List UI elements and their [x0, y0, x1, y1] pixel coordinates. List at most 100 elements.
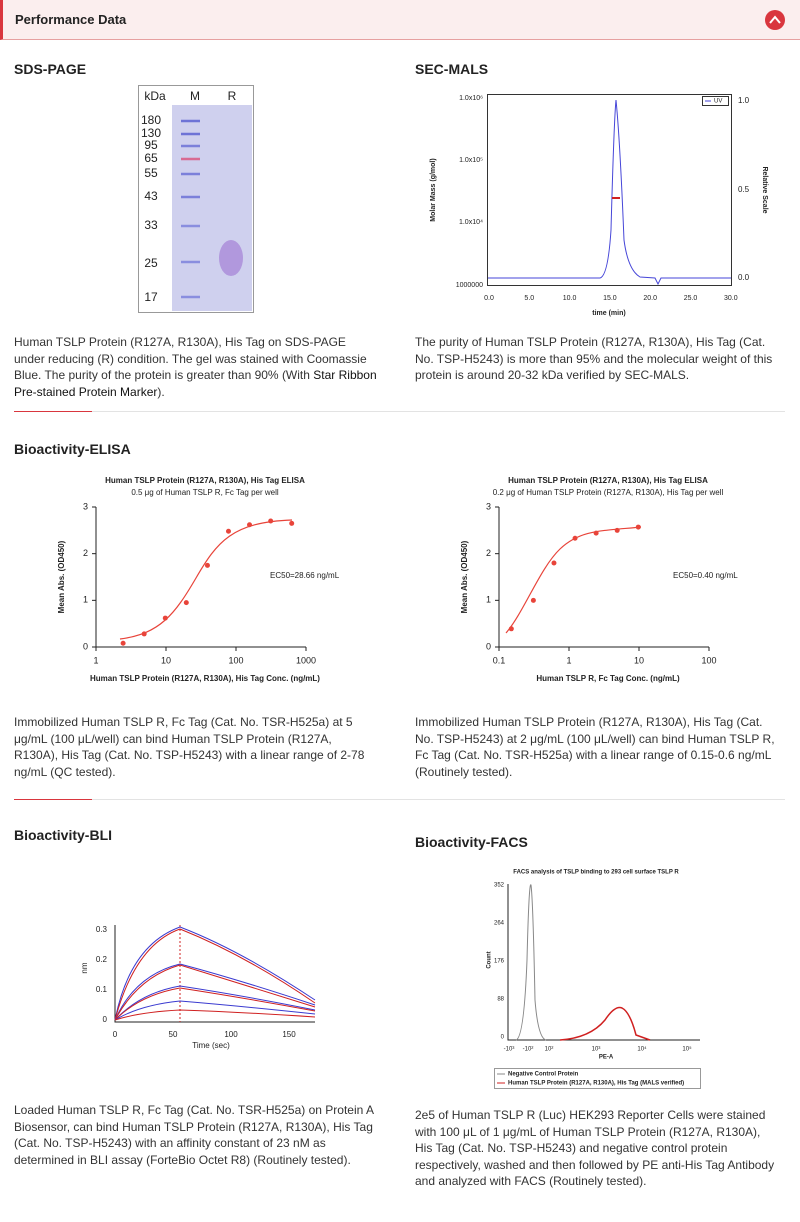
label: 88 [497, 997, 504, 1003]
label: 150 [282, 1030, 296, 1039]
axis [507, 884, 700, 1041]
label: 3 [486, 501, 491, 511]
label: 176 [494, 959, 505, 965]
label: 130 [141, 126, 161, 140]
label: 3 [83, 501, 88, 511]
label: 180 [141, 113, 161, 127]
label: 1.0x10⁶ [459, 95, 483, 102]
legend-box [494, 1068, 701, 1089]
label: 10³ [592, 1047, 601, 1053]
label: UV [714, 99, 722, 105]
caption-text: ). [157, 384, 165, 399]
histogram-sample [559, 1006, 651, 1041]
data-point [635, 524, 641, 530]
data-point [141, 631, 147, 637]
data-point [268, 518, 274, 524]
data-point [247, 522, 253, 528]
label: 10 [634, 655, 644, 665]
label: 10² [545, 1047, 554, 1053]
caption: Immobilized Human TSLP Protein (R127A, R… [415, 715, 775, 779]
label: 1 [486, 595, 491, 605]
axis [114, 925, 315, 1023]
section-title: Bioactivity-BLI [14, 827, 113, 843]
fit-curve [119, 519, 293, 640]
label: 55 [144, 166, 158, 180]
label: R [228, 89, 237, 103]
fit-curve [505, 526, 642, 634]
label: 1 [83, 595, 88, 605]
label: 0.2 [96, 955, 108, 964]
caption-link[interactable]: Star Ribbon Pre-stained Protein Marker [14, 368, 377, 399]
label: 100 [228, 655, 243, 665]
label: Count [487, 951, 493, 968]
label: 25.0 [684, 295, 698, 302]
label: 1.0 [738, 96, 750, 105]
collapse-button[interactable] [765, 10, 785, 30]
label: PE-A [599, 1055, 614, 1061]
divider [14, 799, 92, 800]
section-title: Bioactivity-FACS [415, 834, 528, 850]
data-point [530, 597, 536, 603]
data-point [593, 530, 599, 536]
data-point [572, 535, 578, 541]
label: 0.0 [484, 295, 494, 302]
label: 0.3 [96, 925, 108, 934]
label: 2 [83, 548, 88, 558]
label: FACS analysis of TSLP binding to 293 cel… [513, 870, 679, 876]
label: 0 [501, 1035, 505, 1041]
label: 0.5 [738, 185, 750, 194]
label: 0 [486, 641, 491, 651]
label: M [190, 89, 200, 103]
label: 352 [494, 883, 505, 889]
caption: 2e5 of Human TSLP R (Luc) HEK293 Reporte… [415, 1108, 775, 1188]
section-title: SEC-MALS [415, 61, 489, 77]
label: 0 [83, 641, 88, 651]
data-point [204, 562, 210, 568]
caption-text: Human TSLP Protein (R127A, R130A), His T… [14, 335, 367, 382]
label: 1.0x10⁴ [459, 219, 483, 226]
label: 0.2 μg of Human TSLP Protein (R127A, R13… [493, 488, 724, 497]
data-point [120, 640, 126, 646]
label: Time (sec) [192, 1041, 230, 1050]
label: 20.0 [643, 295, 657, 302]
label: Human TSLP R, Fc Tag Conc. (ng/mL) [536, 674, 680, 683]
label: 65 [144, 151, 158, 165]
label: EC50=28.66 ng/mL [270, 571, 340, 580]
label: 25 [144, 256, 158, 270]
data-point [289, 520, 295, 526]
divider [14, 411, 92, 412]
label: 10⁴ [637, 1046, 647, 1053]
protein-band [219, 240, 243, 276]
label: 2 [486, 548, 491, 558]
section-title: SDS-PAGE [14, 61, 87, 77]
label: Negative Control Protein [508, 1072, 579, 1078]
caption: Immobilized Human TSLP R, Fc Tag (Cat. N… [14, 715, 365, 779]
histogram-negative [515, 884, 547, 1041]
label: Human TSLP Protein (R127A, R130A), His T… [105, 476, 305, 485]
label: 33 [144, 218, 158, 232]
label: 17 [144, 290, 158, 304]
divider [92, 799, 785, 800]
label: Mean Abs. (OD450) [460, 540, 469, 613]
label: Molar Mass (g/mol) [430, 158, 437, 221]
uv-trace [488, 99, 731, 286]
data-point [225, 528, 231, 534]
label: -10² [523, 1047, 534, 1053]
legend-box [702, 96, 729, 106]
label: 100 [224, 1030, 238, 1039]
data-point [614, 527, 620, 533]
caption: Loaded Human TSLP R, Fc Tag (Cat. No. TS… [14, 1103, 374, 1167]
label: 10 [161, 655, 171, 665]
sensorgrams [114, 926, 316, 1021]
data-point [508, 626, 514, 632]
label: 30.0 [724, 295, 738, 302]
data-point [162, 615, 168, 621]
label: 10⁵ [682, 1046, 692, 1053]
label: 43 [144, 189, 158, 203]
label: 1000000 [456, 282, 483, 289]
label: 15.0 [603, 295, 617, 302]
label: EC50=0.40 ng/mL [673, 571, 738, 580]
label: nm [80, 962, 89, 973]
data-point [183, 600, 189, 606]
